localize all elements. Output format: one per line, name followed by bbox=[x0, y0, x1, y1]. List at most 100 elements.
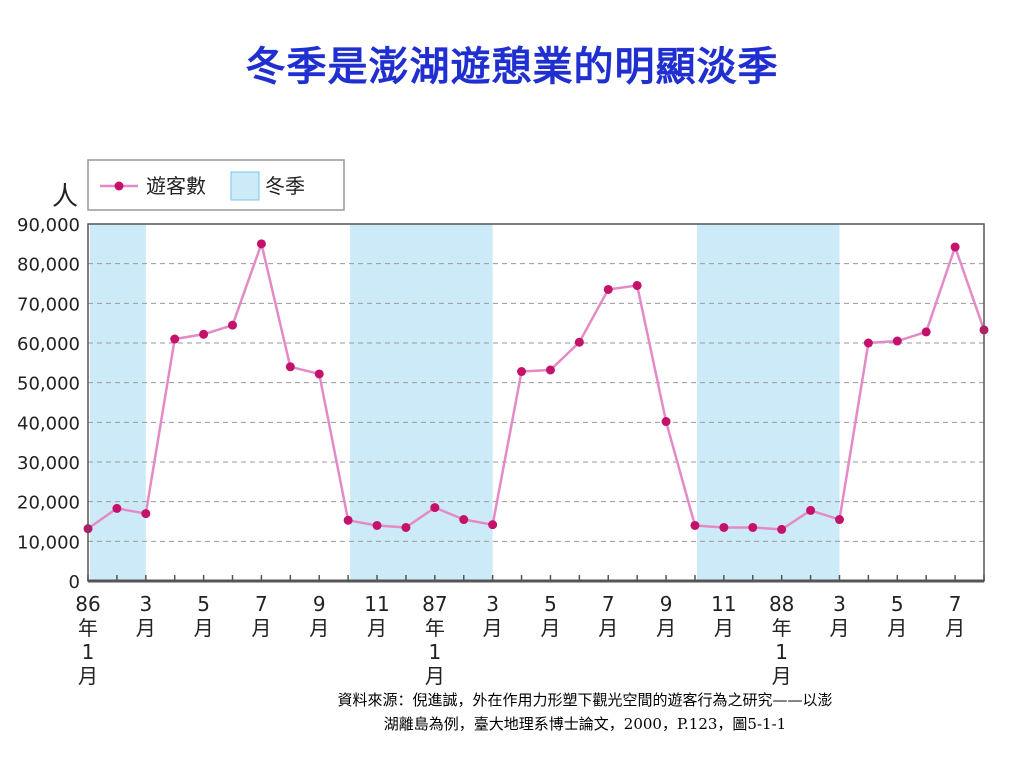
x-tick-label: 7月 bbox=[251, 592, 271, 640]
x-tick-label: 5月 bbox=[887, 592, 907, 640]
source-line-1: 資料來源：倪進誠，外在作用力形塑下觀光空間的遊客行為之研究——以澎 bbox=[337, 691, 833, 709]
data-point bbox=[488, 520, 498, 530]
x-tick-label-line: 月 bbox=[714, 616, 734, 640]
series-line-visitors bbox=[87, 242, 986, 531]
source-citation: 資料來源：倪進誠，外在作用力形塑下觀光空間的遊客行為之研究——以澎 湖離島為例，… bbox=[230, 688, 940, 736]
series-layer bbox=[83, 239, 989, 534]
y-tick-label: 80,000 bbox=[17, 255, 80, 276]
x-tick-label: 3月 bbox=[483, 592, 503, 640]
x-tick-label-line: 9 bbox=[660, 592, 673, 616]
x-tick-label-line: 5 bbox=[544, 592, 557, 616]
legend-marker-sample bbox=[114, 181, 124, 191]
data-point bbox=[199, 329, 209, 339]
grid-layer: 0 10,000 20,000 30,000 40,000 50,000 60,000 70,… bbox=[17, 215, 984, 593]
data-point bbox=[459, 515, 469, 525]
data-point bbox=[892, 336, 902, 346]
legend: 遊客數 冬季 bbox=[87, 159, 345, 211]
axis-layer: 86年1月3月5月7月9月11月87年1月3月5月7月9月11月88年1月3月5… bbox=[75, 223, 985, 688]
x-tick-label-line: 7 bbox=[949, 592, 962, 616]
data-point bbox=[719, 522, 729, 532]
data-point bbox=[632, 280, 642, 290]
x-tick-label-line: 月 bbox=[194, 616, 214, 640]
data-point bbox=[517, 367, 527, 377]
y-tick-label: 90,000 bbox=[17, 215, 80, 236]
winter-band-3 bbox=[696, 224, 840, 581]
x-tick-label-line: 月 bbox=[598, 616, 618, 640]
y-tick-label: 70,000 bbox=[17, 294, 80, 315]
data-point bbox=[777, 524, 787, 534]
x-tick-label-line: 月 bbox=[136, 616, 156, 640]
x-tick-label-line: 88 bbox=[769, 592, 794, 616]
x-tick-label-line: 7 bbox=[602, 592, 615, 616]
data-point bbox=[921, 327, 931, 337]
data-point bbox=[170, 334, 180, 344]
y-tick-label: 10,000 bbox=[17, 532, 80, 553]
y-tick-label: 0 bbox=[69, 572, 80, 593]
x-tick-label-line: 月 bbox=[251, 616, 271, 640]
x-tick-label-line: 5 bbox=[891, 592, 904, 616]
x-tick-label: 9月 bbox=[309, 592, 329, 640]
y-tick-label: 20,000 bbox=[17, 493, 80, 514]
y-tick-label: 30,000 bbox=[17, 453, 80, 474]
y-axis-label: 人 bbox=[52, 182, 78, 212]
source-line-2: 湖離島為例，臺大地理系博士論文，2000，P.123，圖5-1-1 bbox=[383, 715, 787, 733]
x-tick-label-line: 9 bbox=[313, 592, 326, 616]
x-tick-label-line: 月 bbox=[309, 616, 329, 640]
y-tick-label: 40,000 bbox=[17, 413, 80, 434]
x-tick-label-line: 月 bbox=[483, 616, 503, 640]
x-tick-label: 7月 bbox=[945, 592, 965, 640]
x-tick-label: 5月 bbox=[540, 592, 560, 640]
x-tick-label-line: 7 bbox=[255, 592, 268, 616]
data-point bbox=[228, 320, 238, 330]
data-point bbox=[950, 242, 960, 252]
data-point bbox=[314, 369, 324, 379]
x-tick-label-line: 3 bbox=[486, 592, 499, 616]
data-point bbox=[545, 365, 555, 375]
legend-line-label: 遊客數 bbox=[146, 174, 206, 198]
legend-winter-swatch bbox=[230, 171, 260, 201]
x-tick-label: 3月 bbox=[136, 592, 156, 640]
data-point bbox=[285, 362, 295, 372]
x-tick-label-line: 1 bbox=[82, 640, 95, 664]
data-point bbox=[574, 337, 584, 347]
data-point bbox=[430, 503, 440, 513]
x-tick-label-line: 86 bbox=[75, 592, 100, 616]
x-tick-label-line: 11 bbox=[711, 592, 736, 616]
winter-band-2 bbox=[350, 224, 493, 581]
x-tick-label-line: 年 bbox=[772, 616, 792, 640]
x-tick-label-line: 月 bbox=[78, 664, 98, 688]
x-tick-label-line: 1 bbox=[428, 640, 441, 664]
x-tick-label: 11月 bbox=[364, 592, 389, 640]
x-tick-label: 5月 bbox=[194, 592, 214, 640]
data-point bbox=[112, 503, 122, 513]
x-tick-label-line: 87 bbox=[422, 592, 447, 616]
data-point bbox=[372, 520, 382, 530]
winter-band-1 bbox=[90, 224, 146, 581]
x-tick-label-line: 3 bbox=[833, 592, 846, 616]
x-tick-label-line: 月 bbox=[367, 616, 387, 640]
x-tick-label-line: 1 bbox=[775, 640, 788, 664]
legend-winter-label: 冬季 bbox=[265, 174, 305, 198]
data-point bbox=[661, 417, 671, 427]
x-tick-label-line: 年 bbox=[78, 616, 98, 640]
y-tick-label: 50,000 bbox=[17, 374, 80, 395]
y-tick-label: 60,000 bbox=[17, 334, 80, 355]
data-point bbox=[690, 520, 700, 530]
data-point bbox=[603, 284, 613, 294]
data-point bbox=[256, 239, 266, 249]
x-tick-label: 7月 bbox=[598, 592, 618, 640]
data-point bbox=[863, 338, 873, 348]
x-tick-label-line: 年 bbox=[425, 616, 445, 640]
data-point bbox=[748, 522, 758, 532]
data-point bbox=[834, 515, 844, 525]
x-tick-label-line: 月 bbox=[829, 616, 849, 640]
x-tick-label: 3月 bbox=[829, 592, 849, 640]
data-point bbox=[141, 509, 151, 519]
x-tick-label-line: 3 bbox=[139, 592, 152, 616]
x-tick-label-line: 月 bbox=[772, 664, 792, 688]
x-tick-label: 11月 bbox=[711, 592, 736, 640]
x-tick-label-line: 月 bbox=[887, 616, 907, 640]
